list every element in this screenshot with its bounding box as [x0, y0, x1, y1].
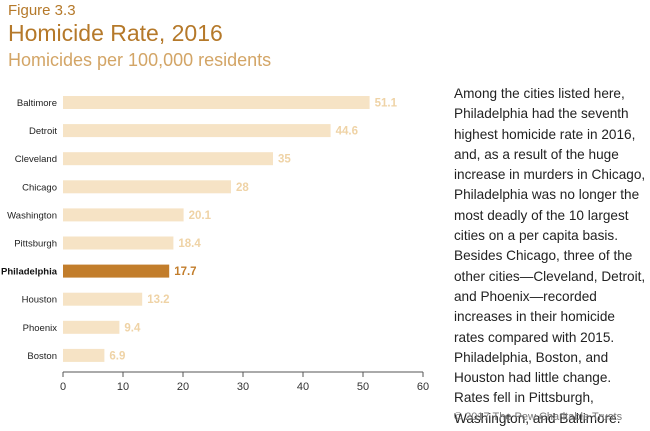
- x-tick-label: 20: [177, 381, 189, 393]
- x-tick-label: 0: [60, 381, 66, 393]
- bar-boston: [63, 348, 105, 362]
- chart-title: Homicide Rate, 2016: [8, 20, 223, 46]
- figure-label: Figure 3.3: [8, 2, 76, 19]
- bar-washington: [63, 208, 184, 222]
- bar-phoenix: [63, 320, 120, 334]
- category-label: Boston: [27, 351, 57, 362]
- value-label: 28: [236, 182, 249, 194]
- value-label: 17.7: [174, 266, 196, 278]
- category-label: Philadelphia: [1, 267, 58, 278]
- bar-houston: [63, 292, 143, 306]
- x-tick-label: 40: [297, 381, 309, 393]
- copyright-notice: © 2017 The Pew Charitable Trusts: [454, 411, 623, 423]
- x-tick-label: 60: [417, 381, 429, 393]
- category-label: Chicago: [22, 182, 57, 193]
- x-tick-label: 50: [357, 381, 369, 393]
- x-tick-label: 30: [237, 381, 249, 393]
- value-label: 51.1: [375, 98, 398, 110]
- category-label: Pittsburgh: [14, 239, 57, 250]
- value-label: 13.2: [147, 294, 169, 306]
- value-label: 44.6: [336, 126, 358, 138]
- bar-chicago: [63, 180, 231, 194]
- category-label: Houston: [22, 295, 57, 306]
- bar-detroit: [63, 124, 331, 138]
- category-label: Phoenix: [23, 323, 58, 334]
- category-label: Washington: [7, 210, 57, 221]
- bar-chart: Baltimore 51.1 Detroit 44.6 Cleveland 35 Chica…: [1, 96, 429, 393]
- bar-philadelphia: [63, 264, 170, 278]
- category-label: Detroit: [29, 126, 57, 137]
- value-label: 6.9: [109, 350, 125, 362]
- category-label: Baltimore: [17, 98, 57, 109]
- x-tick-label: 10: [117, 381, 129, 393]
- bar-cleveland: [63, 152, 273, 166]
- bar-baltimore: [63, 96, 370, 109]
- chart-subtitle: Homicides per 100,000 residents: [8, 50, 272, 70]
- value-label: 9.4: [124, 322, 141, 334]
- value-label: 35: [278, 154, 291, 166]
- value-label: 20.1: [189, 210, 212, 222]
- narrative-text: Among the cities listed here, Philadelph…: [454, 86, 646, 426]
- value-label: 18.4: [178, 238, 201, 250]
- bar-pittsburgh: [63, 236, 174, 250]
- category-label: Cleveland: [15, 154, 57, 165]
